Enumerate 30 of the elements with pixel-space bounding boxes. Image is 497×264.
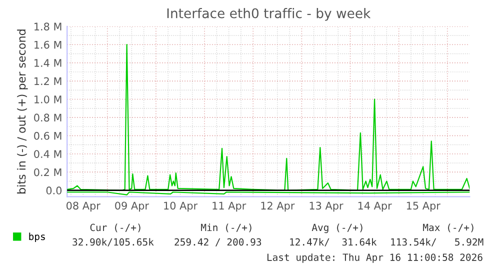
text: 12.47k/ 31.64k [290,238,377,246]
text: Min (-/+) [201,224,252,232]
y-tick-label: 1.0 M [34,95,62,104]
text: Max (-/+) [423,224,474,232]
y-tick-label: 0.2 M [34,168,62,176]
y-tick-label: 0.0 [46,186,62,194]
y-tick-label: 0.4 M [34,150,62,158]
x-tick-label: 13 Apr [310,202,344,212]
x-tick-label: 14 Apr [358,202,392,212]
x-tick-label: 10 Apr [164,202,198,212]
y-tick-label: 1.4 M [34,59,62,67]
text: 259.42 / 200.93 [174,238,262,246]
x-tick-label: 12 Apr [261,202,295,212]
text: Avg (-/+) [312,224,362,234]
x-tick-label: 08 Apr [66,202,100,212]
x-tick-label: 15 Apr [406,202,440,212]
y-tick-label: 0.8 M [34,114,62,122]
x-tick-label: 09 Apr [115,202,149,212]
text: Last update: Thu Apr 16 11:00:58 2026 [267,253,482,263]
y-tick-label: 1.2 M [34,77,62,85]
y-tick-label: 1.8 M [34,22,62,31]
y-tick-label: 0.6 M [34,132,62,140]
text: 32.90k/105.65k [72,238,154,246]
text: 113.54k/ 5.92M [391,238,484,246]
x-tick-label: 11 Apr [212,202,246,212]
chart-title: Interface eth0 traffic - by week [167,8,371,21]
legend-label: bps [29,232,45,242]
y-tick-label: 1.6 M [34,40,62,49]
text: Cur (-/+) [90,224,140,232]
y-axis-title: bits in (-) / out (+) per second [17,30,28,194]
